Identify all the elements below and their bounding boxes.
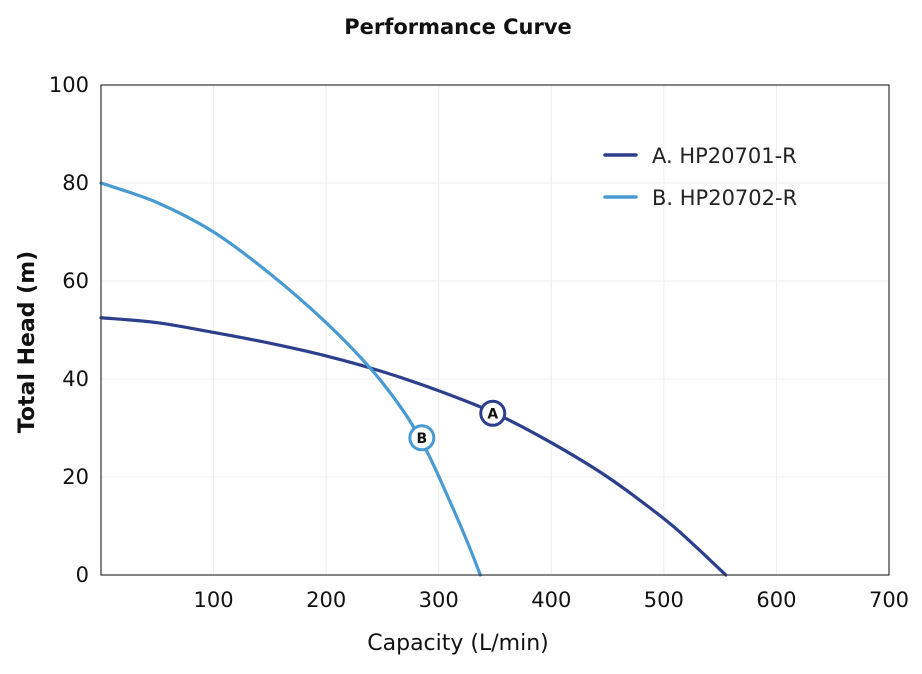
series-layer (99, 181, 728, 577)
series-line-b (99, 181, 482, 577)
marker-layer: AB (408, 399, 507, 452)
x-tick-label: 600 (756, 588, 796, 612)
y-tick-label: 40 (62, 367, 89, 391)
grid-lines (101, 85, 889, 575)
series-marker-label: A (487, 406, 498, 422)
x-tick-label: 700 (869, 588, 909, 612)
x-tick-label: 100 (194, 588, 234, 612)
x-axis-ticks: 100 200 300 400 500 600 700 (194, 588, 910, 612)
legend-label-a: A. HP20701-R (652, 144, 797, 168)
y-tick-label: 80 (62, 171, 89, 195)
plot-area (100, 84, 890, 576)
y-axis-label: Total Head (m) (15, 251, 40, 433)
y-tick-label: 100 (49, 73, 89, 97)
y-tick-label: 0 (76, 563, 89, 587)
legend-label-b: B. HP20702-R (652, 186, 797, 210)
y-axis-ticks: 0 20 40 60 80 100 (49, 73, 89, 587)
x-tick-label: 200 (306, 588, 346, 612)
series-marker-label: B (416, 431, 427, 447)
x-tick-label: 400 (531, 588, 571, 612)
x-tick-label: 500 (644, 588, 684, 612)
series-marker-a (479, 399, 507, 427)
legend: A. HP20701-R B. HP20702-R (603, 144, 797, 210)
y-tick-label: 60 (62, 269, 89, 293)
series-line-a (99, 316, 728, 577)
series-marker-b (408, 424, 436, 452)
x-axis-label: Capacity (L/min) (367, 631, 548, 656)
x-tick-label: 300 (419, 588, 459, 612)
y-tick-label: 20 (62, 465, 89, 489)
chart-title: Performance Curve (344, 15, 572, 39)
